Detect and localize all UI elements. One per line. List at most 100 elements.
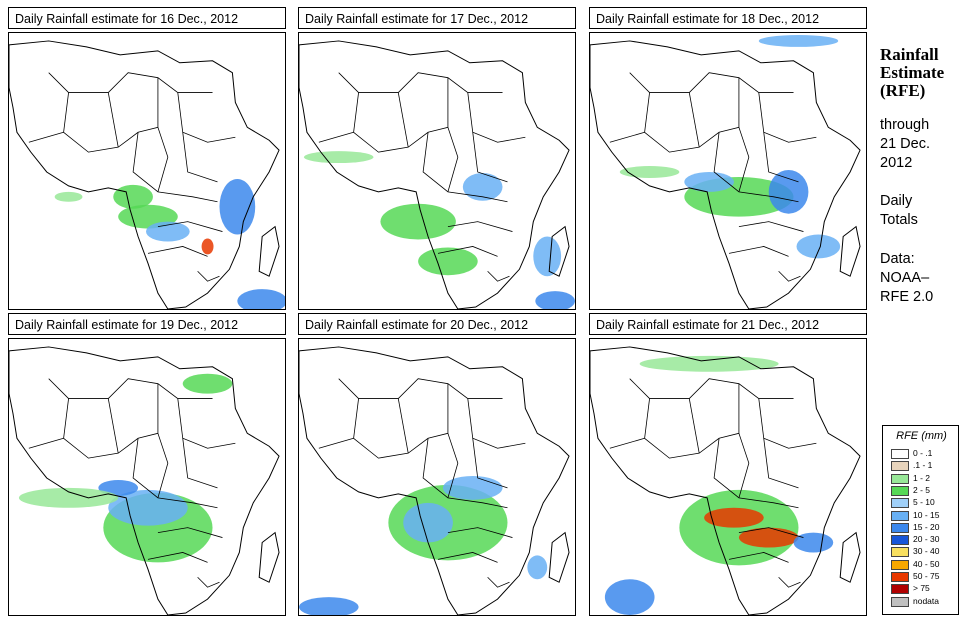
map-panel-17dec: Daily Rainfall estimate for 17 Dec., 201…	[298, 7, 578, 310]
rainfall-area	[535, 291, 575, 309]
rainfall-area	[442, 476, 503, 500]
legend-label: 50 - 75	[913, 571, 940, 581]
country-border	[107, 398, 119, 454]
legend-swatch	[891, 473, 909, 484]
rainfall-map	[8, 32, 286, 310]
panel-title: Daily Rainfall estimate for 18 Dec., 201…	[589, 7, 867, 29]
panel-title: Daily Rainfall estimate for 21 Dec., 201…	[589, 313, 867, 335]
legend-label: 40 - 50	[913, 558, 940, 569]
panel-title: Daily Rainfall estimate for 17 Dec., 201…	[298, 7, 576, 29]
panel-title: Daily Rainfall estimate for 19 Dec., 201…	[8, 313, 286, 335]
madagascar-outline	[548, 531, 570, 583]
legend-swatch	[891, 535, 909, 546]
map-panel-16dec: Daily Rainfall estimate for 16 Dec., 201…	[8, 7, 288, 310]
legend-item: 50 - 75	[891, 571, 957, 583]
sidebar-data-source: Data: NOAA– RFE 2.0	[880, 251, 934, 305]
madagascar-outline	[258, 531, 280, 583]
rainfall-area	[182, 373, 233, 394]
country-border	[182, 438, 218, 489]
rainfall-area	[299, 597, 359, 615]
africa-map	[590, 346, 861, 615]
africa-map	[299, 346, 570, 615]
country-border	[157, 527, 223, 538]
rainfall-map	[589, 32, 867, 310]
legend-item: 15 - 20	[891, 521, 957, 534]
country-border	[63, 92, 159, 153]
rainfall-area	[146, 221, 190, 242]
panel-title: Daily Rainfall estimate for 16 Dec., 201…	[8, 7, 286, 29]
rainfall-area	[533, 236, 562, 277]
legend-item: > 75	[891, 583, 957, 595]
legend-label: 10 - 15	[913, 509, 940, 520]
rainfall-area	[113, 184, 153, 209]
rainfall-area	[303, 151, 374, 164]
rainfall-area	[639, 355, 779, 372]
country-border	[758, 398, 817, 449]
country-border	[688, 92, 700, 148]
country-border	[778, 576, 801, 588]
rainfall-area	[619, 166, 680, 178]
country-border	[437, 246, 498, 257]
country-border	[713, 438, 799, 509]
legend-item: 2 - 5	[891, 484, 957, 497]
legend-label: 1 - 2	[913, 472, 931, 483]
map-panel-19dec: Daily Rainfall estimate for 19 Dec., 201…	[8, 313, 288, 616]
country-border	[157, 77, 169, 192]
legend-label: 30 - 40	[913, 546, 940, 557]
country-border	[422, 132, 508, 203]
country-border	[644, 398, 740, 459]
sidebar-title: Rainfall Estimate (RFE)	[880, 45, 945, 100]
legend-swatch	[891, 559, 909, 570]
country-border	[487, 576, 510, 588]
sidebar-date-range: through 21 Dec. 2012	[880, 117, 930, 171]
country-border	[437, 552, 498, 563]
country-border	[472, 438, 508, 489]
coastline	[9, 346, 280, 615]
africa-map	[299, 40, 575, 309]
africa-map	[9, 346, 280, 615]
legend-swatch	[891, 449, 909, 459]
country-border	[609, 131, 645, 143]
legend-swatch	[891, 522, 909, 533]
country-border	[778, 270, 801, 282]
coastline	[590, 40, 861, 309]
rainfall-area	[418, 247, 478, 276]
country-border	[197, 270, 220, 282]
country-border	[447, 527, 513, 538]
africa-map	[9, 40, 285, 309]
country-border	[28, 131, 64, 143]
legend-item: 20 - 30	[891, 534, 957, 546]
rainfall-area	[796, 234, 841, 259]
legend-title: RFE (mm)	[896, 430, 947, 442]
rainfall-area	[604, 579, 655, 615]
country-border	[182, 132, 218, 183]
legend-swatch	[891, 584, 909, 595]
rainfall-area	[704, 507, 764, 528]
country-border	[447, 221, 513, 232]
country-border	[132, 438, 218, 509]
country-border	[487, 270, 510, 282]
country-border	[763, 438, 799, 489]
country-border	[738, 221, 804, 232]
rainfall-map	[8, 338, 286, 616]
legend-label: 2 - 5	[913, 484, 931, 495]
legend-swatch	[891, 485, 909, 496]
map-panel-21dec: Daily Rainfall estimate for 21 Dec., 201…	[589, 313, 869, 616]
madagascar-outline	[548, 225, 570, 277]
legend-swatch	[891, 498, 909, 509]
country-border	[397, 398, 409, 454]
country-border	[758, 92, 817, 143]
legend-label: > 75	[913, 583, 930, 594]
country-border	[157, 221, 223, 232]
africa-map	[590, 34, 861, 309]
country-border	[728, 246, 789, 257]
rainfall-area	[237, 289, 285, 309]
country-border	[738, 383, 750, 498]
country-border	[644, 92, 740, 153]
country-border	[147, 552, 208, 563]
coastline	[590, 346, 861, 615]
country-border	[63, 398, 159, 459]
country-border	[48, 72, 213, 93]
legend-label: 15 - 20	[913, 521, 940, 532]
